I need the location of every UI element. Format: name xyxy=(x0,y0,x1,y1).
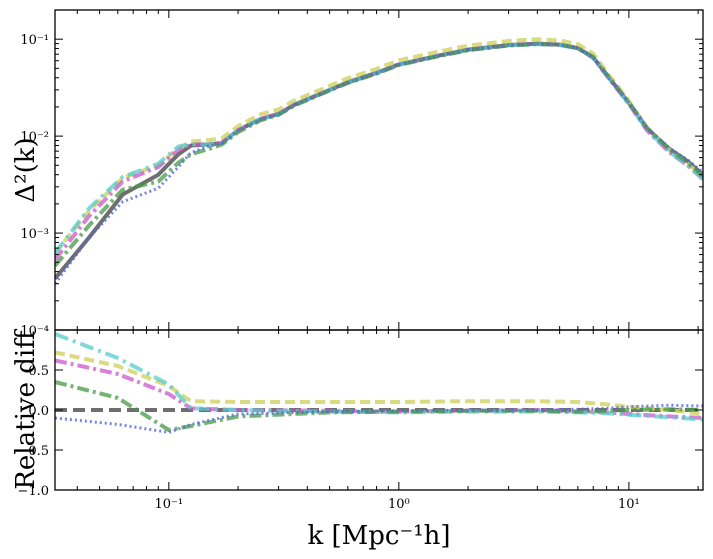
top-y-tick-label: 10⁻¹ xyxy=(20,33,49,48)
relative-diff-panel: 10⁻¹ 10⁰ 10¹ −1.0 −0.5 0.0 0.5 Relative diff k… xyxy=(11,328,704,551)
top-y-tick-label: 10⁻² xyxy=(20,130,49,145)
top-series-reference xyxy=(55,41,703,280)
bottom-y-tick-label: 0.5 xyxy=(28,364,49,379)
x-tick-label: 10⁰ xyxy=(388,497,410,512)
top-y-tick-label: 10⁻⁴ xyxy=(20,324,49,339)
bottom-series-magenta xyxy=(55,358,703,420)
top-series-blue xyxy=(55,42,703,285)
bottom-y-tick-label: −0.5 xyxy=(17,444,49,459)
top-y-tick-label: 10⁻³ xyxy=(20,227,49,242)
bottom-y-tick-label: −1.0 xyxy=(17,484,49,499)
x-tick-label: 10⁻¹ xyxy=(155,497,184,512)
bottom-y-axis-label: Relative diff xyxy=(11,328,41,490)
top-y-axis-label: Δ²(k) xyxy=(11,137,41,202)
x-axis-label: k [Mpc⁻¹h] xyxy=(307,521,450,551)
power-spectrum-panel: 10⁻⁴ 10⁻³ 10⁻² 10⁻¹ Δ²(k) xyxy=(11,9,704,339)
bottom-plot-frame xyxy=(54,329,704,491)
bottom-y-tick-label: 0.0 xyxy=(28,404,49,419)
x-tick-label: 10¹ xyxy=(618,497,640,512)
top-plot-frame xyxy=(54,9,704,331)
bottom-series-cyan xyxy=(55,332,703,422)
bottom-series-green xyxy=(55,380,703,432)
bottom-series-yellow xyxy=(55,350,703,416)
